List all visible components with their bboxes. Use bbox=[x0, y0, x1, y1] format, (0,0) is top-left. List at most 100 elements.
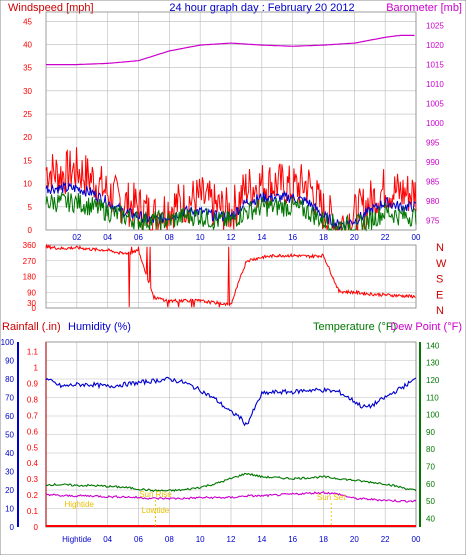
barometer-line bbox=[46, 34, 415, 66]
met-x-tick: 04 bbox=[103, 535, 112, 544]
wind-x-tick: 02 bbox=[72, 233, 81, 242]
dir-frame bbox=[45, 244, 417, 309]
wind-y-tick: 30 bbox=[23, 87, 32, 96]
wind-average-line bbox=[45, 181, 417, 230]
wind-y-tick: 10 bbox=[23, 180, 32, 189]
met-x-tick: 16 bbox=[288, 535, 297, 544]
baro-y-tick: 975 bbox=[426, 216, 440, 225]
met-x-tick: 08 bbox=[165, 535, 174, 544]
temp-y-tick: 70 bbox=[426, 462, 435, 471]
baro-y-tick: 1020 bbox=[426, 41, 444, 50]
wind-y-tick: 25 bbox=[23, 110, 32, 119]
temp-y-tick: 40 bbox=[426, 514, 435, 523]
humidity-axis-label: Humidity (%) bbox=[68, 321, 131, 333]
rain-y-tick: 0.5 bbox=[27, 443, 39, 452]
humidity-y-tick: 100 bbox=[1, 338, 15, 347]
rain-y-tick: 0.3 bbox=[27, 475, 39, 484]
wind-y-tick: 40 bbox=[23, 40, 32, 49]
compass-letter: W bbox=[436, 258, 447, 270]
wind-y-tick: 5 bbox=[28, 203, 33, 212]
annotation-label: Sun Rise bbox=[139, 490, 172, 499]
wind-x-tick: 20 bbox=[350, 233, 359, 242]
compass-letter: N bbox=[436, 242, 444, 254]
wind-x-tick: 04 bbox=[103, 233, 112, 242]
rain-y-tick: 0.8 bbox=[27, 395, 39, 404]
wind-x-tick: 12 bbox=[227, 233, 236, 242]
humidity-line bbox=[45, 376, 417, 427]
rain-y-tick: 1.1 bbox=[27, 348, 39, 357]
barometer-axis-label: Barometer [mb] bbox=[386, 2, 462, 14]
compass-letter: N bbox=[436, 305, 444, 317]
annotation-label: Hightide bbox=[65, 500, 95, 509]
wind-x-tick: 00 bbox=[412, 233, 421, 242]
baro-y-tick: 1010 bbox=[426, 80, 444, 89]
dew-point-line bbox=[45, 490, 417, 503]
wind-y-tick: 45 bbox=[23, 17, 32, 26]
wind-wind-line bbox=[45, 191, 417, 232]
wind-x-tick: 14 bbox=[257, 233, 266, 242]
wind-x-tick: 06 bbox=[134, 233, 143, 242]
humidity-y-tick: 0 bbox=[10, 523, 15, 532]
rain-y-tick: 0.6 bbox=[27, 427, 39, 436]
wind-frame bbox=[45, 11, 417, 231]
wind-x-tick: 10 bbox=[196, 233, 205, 242]
met-x-tick: 00 bbox=[412, 535, 421, 544]
dir-y-tick: 0 bbox=[32, 304, 37, 313]
wind-y-tick: 20 bbox=[23, 133, 32, 142]
rainfall-axis-label: Rainfall (.in) bbox=[2, 321, 61, 333]
humidity-y-tick: 80 bbox=[5, 375, 14, 384]
baro-y-tick: 990 bbox=[426, 158, 440, 167]
annotation-label: Sun Set bbox=[317, 493, 346, 502]
met-x-tick: 10 bbox=[196, 535, 205, 544]
wind-direction-line bbox=[45, 243, 416, 308]
dir-y-tick: 30 bbox=[27, 299, 36, 308]
temp-y-tick: 110 bbox=[426, 393, 439, 402]
dir-y-tick: 180 bbox=[23, 273, 37, 282]
temp-y-tick: 130 bbox=[426, 359, 440, 368]
wind-x-tick: 08 bbox=[165, 233, 174, 242]
humidity-y-tick: 20 bbox=[5, 486, 14, 495]
rain-y-tick: 0.9 bbox=[27, 379, 39, 388]
met-x-tick: 14 bbox=[257, 535, 266, 544]
met-x-tick: 06 bbox=[134, 535, 143, 544]
met-x-tick: 20 bbox=[350, 535, 359, 544]
rain-y-tick: 0.7 bbox=[27, 411, 39, 420]
wind-x-tick: 22 bbox=[381, 233, 390, 242]
humidity-y-tick: 30 bbox=[5, 468, 14, 477]
annotation-label: Lowtide bbox=[142, 506, 170, 515]
rain-y-tick: 0.1 bbox=[27, 507, 39, 516]
temp-y-tick: 120 bbox=[426, 376, 440, 385]
temp-y-tick: 60 bbox=[426, 480, 435, 489]
dir-y-tick: 90 bbox=[27, 288, 36, 297]
rain-y-tick: 0.4 bbox=[27, 459, 39, 468]
compass-letter: S bbox=[436, 274, 443, 286]
met-x-tick: 12 bbox=[227, 535, 236, 544]
compass-letter: E bbox=[436, 289, 443, 301]
baro-y-tick: 995 bbox=[426, 138, 440, 147]
humidity-y-tick: 90 bbox=[5, 357, 14, 366]
rain-y-tick: 0.2 bbox=[27, 491, 39, 500]
humidity-y-tick: 70 bbox=[5, 394, 14, 403]
baro-y-tick: 980 bbox=[426, 197, 440, 206]
humidity-y-tick: 10 bbox=[5, 505, 14, 514]
humidity-y-tick: 40 bbox=[5, 449, 14, 458]
humidity-y-tick: 60 bbox=[5, 412, 14, 421]
dir-y-tick: 360 bbox=[23, 241, 37, 250]
chart-title: 24 hour graph day : February 20 2012 bbox=[169, 2, 354, 14]
dewpoint-axis-label: Dew Point (°F) bbox=[390, 321, 462, 333]
temp-y-tick: 80 bbox=[426, 445, 435, 454]
wind-y-tick: 0 bbox=[28, 226, 33, 235]
wind-x-tick: 18 bbox=[319, 233, 328, 242]
temperature-line bbox=[45, 472, 417, 493]
met-x-tick: 22 bbox=[381, 535, 390, 544]
wind-x-tick: 16 bbox=[288, 233, 297, 242]
rain-y-tick: 1 bbox=[34, 364, 39, 373]
met-x-tick: 18 bbox=[319, 535, 328, 544]
temp-y-tick: 50 bbox=[426, 497, 435, 506]
baro-y-tick: 1025 bbox=[426, 22, 444, 31]
humidity-y-tick: 50 bbox=[5, 431, 14, 440]
windspeed-axis-label: Windspeed [mph] bbox=[8, 2, 94, 14]
baro-y-tick: 985 bbox=[426, 177, 440, 186]
